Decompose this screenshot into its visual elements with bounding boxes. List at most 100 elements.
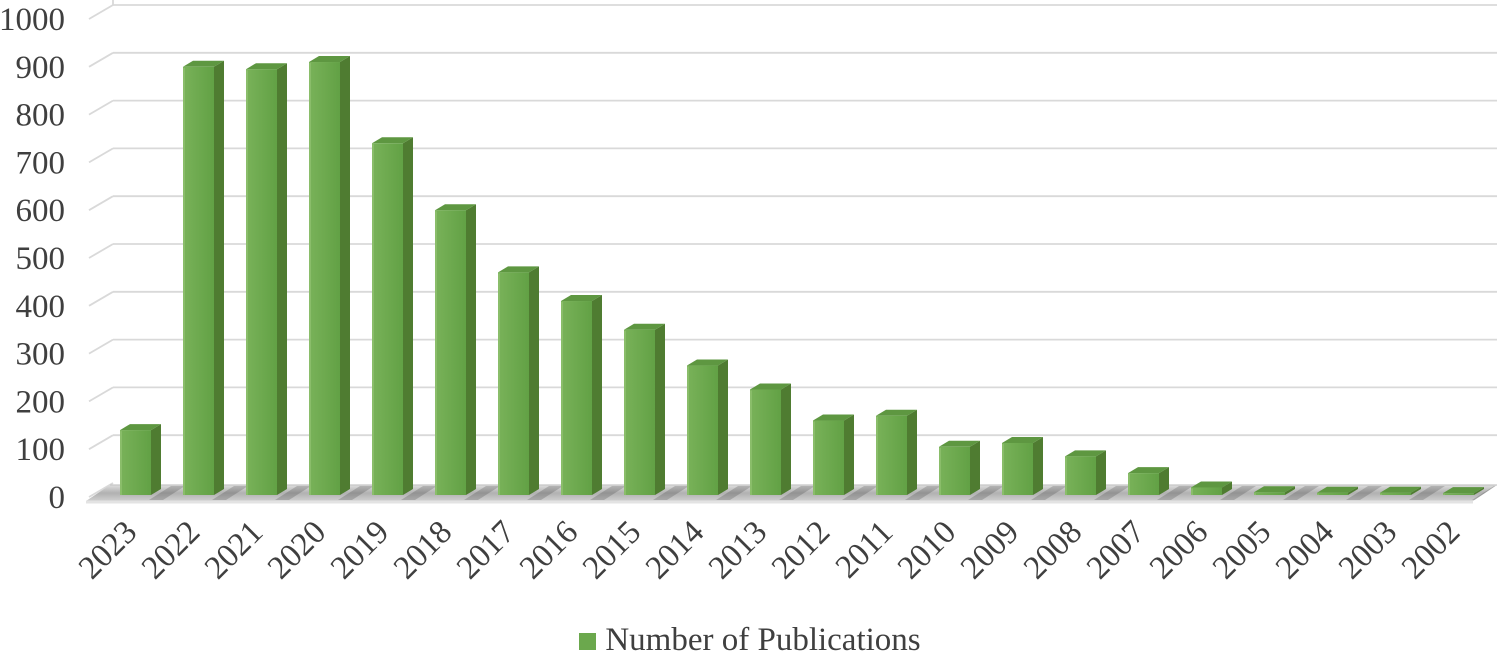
bar-front-face xyxy=(372,143,403,495)
x-axis-year-label: 2002 xyxy=(1395,514,1467,586)
bar-shadow xyxy=(1220,486,1256,500)
bar-2023 xyxy=(120,424,161,495)
bar-front-face xyxy=(1128,473,1159,495)
bar-front-face xyxy=(435,210,466,495)
bar-shadow xyxy=(527,486,563,500)
bar-front-face xyxy=(624,329,655,495)
bar-chart-canvas: 0 100 200 300 400 500 600 700 800 900 1000 20232022… xyxy=(0,0,1497,586)
bar-2018 xyxy=(435,204,476,495)
bar-top-face xyxy=(435,204,476,211)
bar-front-face xyxy=(246,69,277,495)
x-axis-year-label: 2022 xyxy=(135,514,207,586)
chart-legend: Number of Publications xyxy=(0,618,1500,662)
bar-front-face xyxy=(750,389,781,495)
bar-side-face xyxy=(1474,487,1484,495)
bar-2012 xyxy=(813,414,854,495)
x-axis-year-label: 2015 xyxy=(576,514,648,586)
bar-side-face xyxy=(970,440,980,495)
bar-side-face xyxy=(718,359,728,495)
y-axis-tick-label: 1000 xyxy=(0,2,65,38)
bar-side-face xyxy=(277,63,287,495)
bar-side-face xyxy=(1159,467,1169,495)
legend-color-swatch xyxy=(579,632,597,650)
bar-top-face xyxy=(1317,486,1358,493)
bar-shadow xyxy=(716,486,752,500)
bar-shadow xyxy=(1031,486,1067,500)
bar-shadow xyxy=(1409,486,1445,500)
bar-side-face xyxy=(529,266,539,495)
x-axis-year-label: 2009 xyxy=(954,514,1026,586)
bar-2021 xyxy=(246,63,287,495)
y-axis-tick-label: 0 xyxy=(49,480,66,516)
x-axis-year-label: 2007 xyxy=(1080,514,1152,586)
bar-2011 xyxy=(876,409,917,495)
x-axis-year-label: 2008 xyxy=(1017,514,1089,586)
bar-shadow xyxy=(779,486,815,500)
bar-front-face xyxy=(309,62,340,496)
x-axis-year-label: 2018 xyxy=(387,514,459,586)
gridline-connector xyxy=(88,52,114,68)
bar-top-face xyxy=(120,424,161,431)
bar-top-face xyxy=(1065,450,1106,457)
bar-2004 xyxy=(1317,486,1358,495)
bar-side-face xyxy=(1033,436,1043,495)
bar-top-face xyxy=(561,295,602,302)
bar-front-face xyxy=(876,415,907,495)
x-axis-year-label: 2011 xyxy=(829,514,900,585)
bar-side-face xyxy=(592,295,602,495)
bar-side-face xyxy=(1285,486,1295,495)
legend-label: Number of Publications xyxy=(605,621,921,658)
x-axis-year-label: 2020 xyxy=(261,514,333,586)
bar-top-face xyxy=(1128,467,1169,474)
bar-side-face xyxy=(340,56,350,496)
bar-2008 xyxy=(1065,450,1106,495)
bar-side-face xyxy=(1411,486,1421,495)
x-axis-year-label: 2023 xyxy=(72,514,144,586)
bar-2022 xyxy=(183,60,224,496)
bar-shadow xyxy=(1346,486,1382,500)
bar-front-face xyxy=(1443,493,1474,495)
gridline-connector xyxy=(88,243,114,259)
bar-top-face xyxy=(876,409,917,416)
y-axis-tick-label: 700 xyxy=(16,145,66,181)
bar-top-face xyxy=(939,440,980,447)
bar-front-face xyxy=(813,420,844,495)
bar-side-face xyxy=(781,383,791,495)
bar-shadows xyxy=(149,486,1497,500)
x-axis-year-label: 2016 xyxy=(513,514,585,586)
bar-top-face xyxy=(183,60,224,67)
y-axis-tick-label: 300 xyxy=(16,337,66,373)
bar-top-face xyxy=(1191,481,1232,488)
gridline-connector xyxy=(88,4,114,20)
bar-side-face xyxy=(655,323,665,495)
bar-2002 xyxy=(1443,487,1484,495)
bar-top-face xyxy=(624,323,665,330)
x-axis-year-label: 2005 xyxy=(1206,514,1278,586)
bar-front-face xyxy=(1254,492,1285,495)
bar-2017 xyxy=(498,266,539,495)
bar-top-face xyxy=(246,63,287,70)
bar-side-face xyxy=(1096,450,1106,495)
bar-top-face xyxy=(498,266,539,273)
y-axis-tick-label: 400 xyxy=(16,289,66,325)
bar-top-face xyxy=(1380,486,1421,493)
bar-top-face xyxy=(372,137,413,144)
bar-2013 xyxy=(750,383,791,495)
bar-shadow xyxy=(275,486,311,500)
bar-2016 xyxy=(561,295,602,495)
bar-front-face xyxy=(1065,456,1096,495)
bar-side-face xyxy=(403,137,413,495)
y-axis-tick-label: 900 xyxy=(16,50,66,86)
x-axis-year-label: 2010 xyxy=(891,514,963,586)
gridline-connector xyxy=(88,434,114,450)
bar-shadow xyxy=(149,486,185,500)
bar-side-face xyxy=(844,414,854,495)
bar-top-face xyxy=(813,414,854,421)
bar-2007 xyxy=(1128,467,1169,495)
bar-shadow xyxy=(1283,486,1319,500)
x-axis-year-label: 2019 xyxy=(324,514,396,586)
bar-side-face xyxy=(907,409,917,495)
x-axis-year-label: 2006 xyxy=(1143,514,1215,586)
bar-2015 xyxy=(624,323,665,495)
